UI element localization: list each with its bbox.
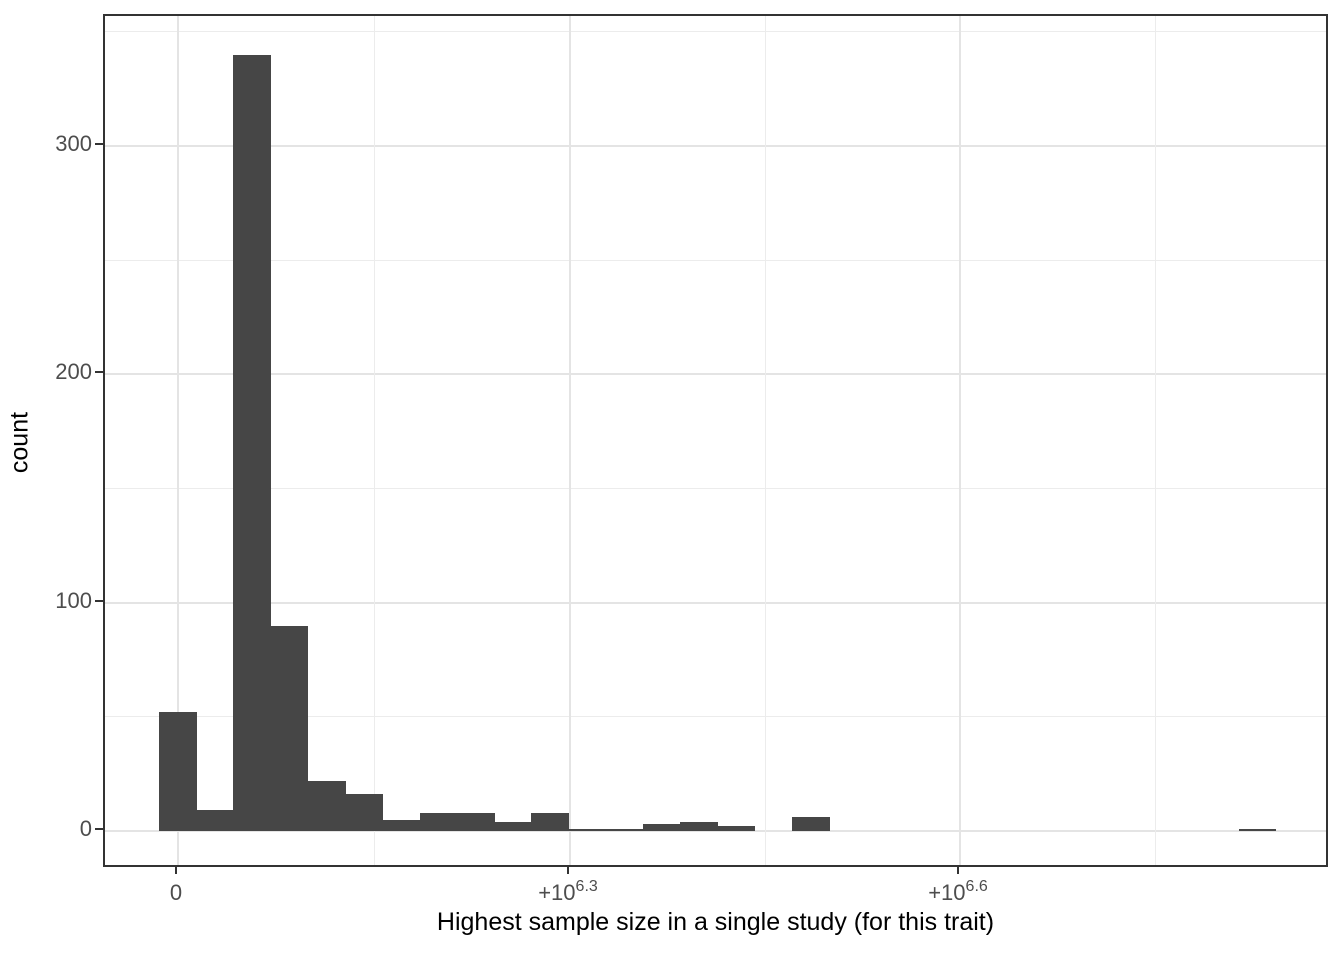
histogram-bar bbox=[382, 819, 421, 831]
y-tick-label: 200 bbox=[55, 359, 92, 385]
histogram-bar bbox=[456, 812, 495, 831]
histogram-bar bbox=[643, 824, 681, 831]
x-axis-title: Highest sample size in a single study (f… bbox=[436, 908, 995, 936]
x-tick-label: +106.6 bbox=[928, 878, 988, 906]
y-tick-label: 100 bbox=[55, 587, 92, 613]
histogram-bar bbox=[419, 812, 458, 831]
x-tick-base: 0 bbox=[169, 880, 183, 905]
gridline-x-minor bbox=[1154, 16, 1156, 865]
gridline-y-major bbox=[105, 145, 1326, 147]
y-axis-title: count bbox=[5, 411, 34, 474]
x-tick-exponent: 6.3 bbox=[575, 878, 598, 895]
x-tick-exponent: 6.6 bbox=[965, 878, 988, 895]
gridline-y-minor bbox=[105, 31, 1326, 33]
y-tick-mark bbox=[95, 599, 103, 602]
histogram-bar bbox=[196, 810, 234, 831]
gridline-x-minor bbox=[764, 16, 766, 865]
y-tick-mark bbox=[95, 371, 103, 374]
histogram-bar bbox=[568, 828, 607, 831]
y-tick-mark bbox=[95, 143, 103, 145]
histogram-bar bbox=[494, 821, 532, 831]
x-tick-mark bbox=[567, 867, 569, 874]
gridline-y-major bbox=[105, 830, 1326, 832]
histogram-bar bbox=[233, 54, 272, 831]
x-tick-mark bbox=[957, 867, 959, 874]
histogram-bar bbox=[270, 625, 309, 831]
x-tick-base: +10 bbox=[928, 880, 966, 905]
gridline-x-major bbox=[959, 16, 961, 865]
histogram-bar bbox=[791, 817, 830, 831]
gridline-y-minor bbox=[105, 488, 1326, 489]
gridline-x-major bbox=[177, 16, 179, 865]
x-tick-mark bbox=[175, 867, 177, 874]
histogram-bar bbox=[307, 780, 346, 831]
gridline-y-minor bbox=[105, 259, 1326, 261]
histogram-bar bbox=[717, 826, 756, 831]
x-tick-label: +106.3 bbox=[538, 878, 598, 906]
y-tick-label: 0 bbox=[79, 816, 92, 841]
gridline-y-major bbox=[105, 601, 1326, 604]
x-tick-base: +10 bbox=[538, 880, 576, 905]
histogram-bar bbox=[531, 812, 570, 831]
histogram-bar bbox=[345, 794, 383, 831]
histogram-bar bbox=[1238, 828, 1277, 831]
plot-panel bbox=[103, 14, 1328, 867]
x-tick-label: 0 bbox=[170, 880, 182, 906]
gridline-x-minor bbox=[373, 16, 375, 865]
gridline-x-major bbox=[569, 16, 571, 865]
gridline-y-major bbox=[105, 373, 1326, 376]
histogram-bar bbox=[605, 828, 644, 831]
histogram-bar bbox=[680, 821, 718, 831]
histogram-bar bbox=[159, 712, 197, 831]
y-tick-label: 300 bbox=[55, 131, 92, 156]
y-tick-mark bbox=[95, 828, 103, 830]
gridline-y-minor bbox=[105, 716, 1326, 718]
